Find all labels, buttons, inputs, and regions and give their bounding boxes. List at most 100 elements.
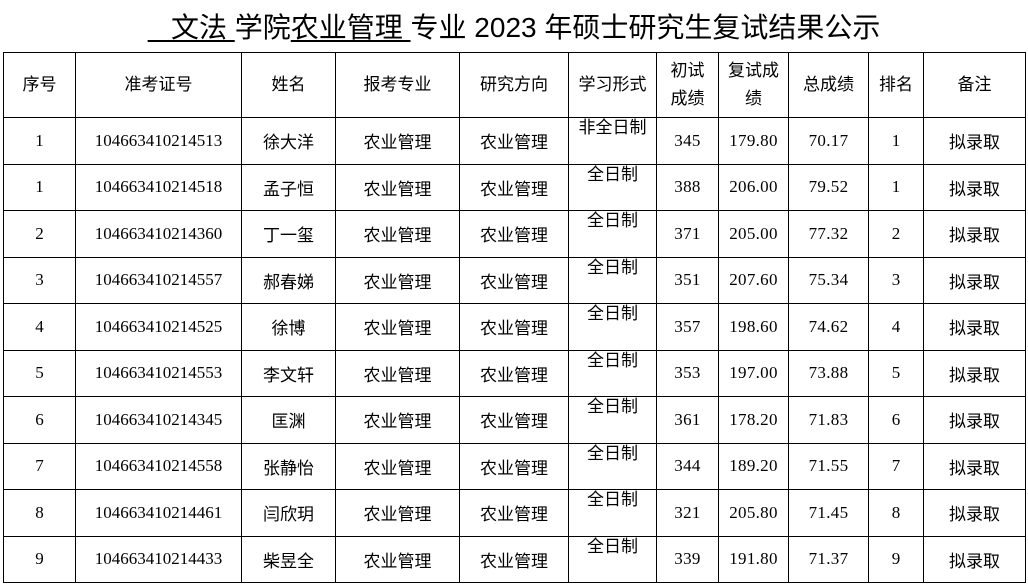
title-college: 文法 (147, 12, 235, 43)
cell-rank: 1 (868, 163, 924, 211)
cell-seq: 6 (3, 396, 76, 444)
cell-exam-id: 104663410214513 (75, 117, 242, 165)
table-row: 4 104663410214525 徐博 农业管理 农业管理 全日制 357 198.60 74… (3, 303, 1026, 351)
header-seq: 序号 (3, 52, 76, 118)
cell-name: 匡渊 (241, 396, 336, 444)
cell-total-score: 79.52 (788, 163, 869, 211)
cell-direction: 农业管理 (459, 489, 569, 537)
cell-seq: 8 (3, 489, 76, 537)
cell-prelim-score: 344 (656, 442, 719, 490)
table-row: 6 104663410214345 匡渊 农业管理 农业管理 全日制 361 178.20 71… (3, 396, 1026, 444)
cell-name: 孟子恒 (241, 163, 336, 211)
cell-exam-id: 104663410214557 (75, 256, 242, 304)
cell-remark: 拟录取 (923, 489, 1026, 537)
table-row: 2 104663410214360 丁一玺 农业管理 农业管理 全日制 371 205.00 7… (3, 210, 1026, 258)
cell-prelim-score: 388 (656, 163, 719, 211)
header-exam-id: 准考证号 (75, 52, 242, 118)
cell-exam-id: 104663410214433 (75, 535, 242, 583)
header-row: 序号 准考证号 姓名 报考专业 研究方向 学习形式 初试成绩 复试成绩 总成绩 排名 备注 (3, 52, 1026, 118)
cell-study-form: 全日制 (568, 349, 657, 397)
cell-retest-score: 206.00 (718, 163, 789, 211)
header-study-form: 学习形式 (568, 52, 657, 118)
cell-study-form: 全日制 (568, 163, 657, 211)
cell-seq: 4 (3, 303, 76, 351)
cell-retest-score: 189.20 (718, 442, 789, 490)
cell-study-form: 全日制 (568, 210, 657, 258)
cell-remark: 拟录取 (923, 303, 1026, 351)
title-college-suffix: 学院 (234, 12, 291, 43)
cell-retest-score: 197.00 (718, 349, 789, 397)
cell-total-score: 71.45 (788, 489, 869, 537)
cell-study-form: 全日制 (568, 256, 657, 304)
cell-prelim-score: 353 (656, 349, 719, 397)
cell-study-form: 全日制 (568, 489, 657, 537)
cell-rank: 1 (868, 117, 924, 165)
cell-direction: 农业管理 (459, 349, 569, 397)
cell-name: 闫欣玥 (241, 489, 336, 537)
cell-name: 徐博 (241, 303, 336, 351)
cell-study-form: 非全日制 (568, 117, 657, 165)
cell-rank: 5 (868, 349, 924, 397)
table-row: 5 104663410214553 李文轩 农业管理 农业管理 全日制 353 197.00 7… (3, 349, 1026, 397)
cell-name: 郝春娣 (241, 256, 336, 304)
cell-seq: 9 (3, 535, 76, 583)
cell-remark: 拟录取 (923, 163, 1026, 211)
cell-direction: 农业管理 (459, 256, 569, 304)
cell-name: 李文轩 (241, 349, 336, 397)
cell-total-score: 71.55 (788, 442, 869, 490)
cell-direction: 农业管理 (459, 117, 569, 165)
cell-name: 张静怡 (241, 442, 336, 490)
cell-major: 农业管理 (335, 163, 460, 211)
cell-direction: 农业管理 (459, 535, 569, 583)
cell-remark: 拟录取 (923, 210, 1026, 258)
cell-major: 农业管理 (335, 117, 460, 165)
cell-seq: 3 (3, 256, 76, 304)
cell-total-score: 71.83 (788, 396, 869, 444)
cell-retest-score: 198.60 (718, 303, 789, 351)
cell-direction: 农业管理 (459, 442, 569, 490)
cell-name: 徐大洋 (241, 117, 336, 165)
cell-rank: 9 (868, 535, 924, 583)
cell-direction: 农业管理 (459, 396, 569, 444)
cell-retest-score: 179.80 (718, 117, 789, 165)
table-row: 3 104663410214557 郝春娣 农业管理 农业管理 全日制 351 207.60 7… (3, 256, 1026, 304)
cell-major: 农业管理 (335, 535, 460, 583)
table-row: 8 104663410214461 闫欣玥 农业管理 农业管理 全日制 321 205.80 7… (3, 489, 1026, 537)
header-remark: 备注 (923, 52, 1026, 118)
cell-rank: 3 (868, 256, 924, 304)
cell-major: 农业管理 (335, 210, 460, 258)
cell-major: 农业管理 (335, 303, 460, 351)
table-row: 9 104663410214433 柴昱全 农业管理 农业管理 全日制 339 191.80 7… (3, 535, 1026, 583)
cell-total-score: 70.17 (788, 117, 869, 165)
results-table: 序号 准考证号 姓名 报考专业 研究方向 学习形式 初试成绩 复试成绩 总成绩 排名 备注 1 104… (3, 52, 1026, 583)
cell-prelim-score: 371 (656, 210, 719, 258)
cell-exam-id: 104663410214345 (75, 396, 242, 444)
cell-prelim-score: 339 (656, 535, 719, 583)
cell-rank: 2 (868, 210, 924, 258)
cell-prelim-score: 361 (656, 396, 719, 444)
cell-seq: 1 (3, 117, 76, 165)
cell-study-form: 全日制 (568, 396, 657, 444)
cell-major: 农业管理 (335, 349, 460, 397)
cell-total-score: 73.88 (788, 349, 869, 397)
header-direction: 研究方向 (459, 52, 569, 118)
title-major: 农业管理 (290, 12, 411, 43)
cell-exam-id: 104663410214518 (75, 163, 242, 211)
cell-exam-id: 104663410214461 (75, 489, 242, 537)
header-retest-score: 复试成绩 (718, 52, 789, 118)
cell-seq: 2 (3, 210, 76, 258)
cell-total-score: 71.37 (788, 535, 869, 583)
cell-name: 丁一玺 (241, 210, 336, 258)
cell-retest-score: 191.80 (718, 535, 789, 583)
header-rank: 排名 (868, 52, 924, 118)
cell-prelim-score: 321 (656, 489, 719, 537)
cell-seq: 7 (3, 442, 76, 490)
cell-exam-id: 104663410214360 (75, 210, 242, 258)
cell-remark: 拟录取 (923, 442, 1026, 490)
cell-remark: 拟录取 (923, 349, 1026, 397)
table-row: 1 104663410214518 孟子恒 农业管理 农业管理 全日制 388 206.00 7… (3, 163, 1026, 211)
cell-major: 农业管理 (335, 256, 460, 304)
cell-retest-score: 205.80 (718, 489, 789, 537)
table-row: 1 104663410214513 徐大洋 农业管理 农业管理 非全日制 345 179.80… (3, 117, 1026, 165)
table-row: 7 104663410214558 张静怡 农业管理 农业管理 全日制 344 189.20 7… (3, 442, 1026, 490)
